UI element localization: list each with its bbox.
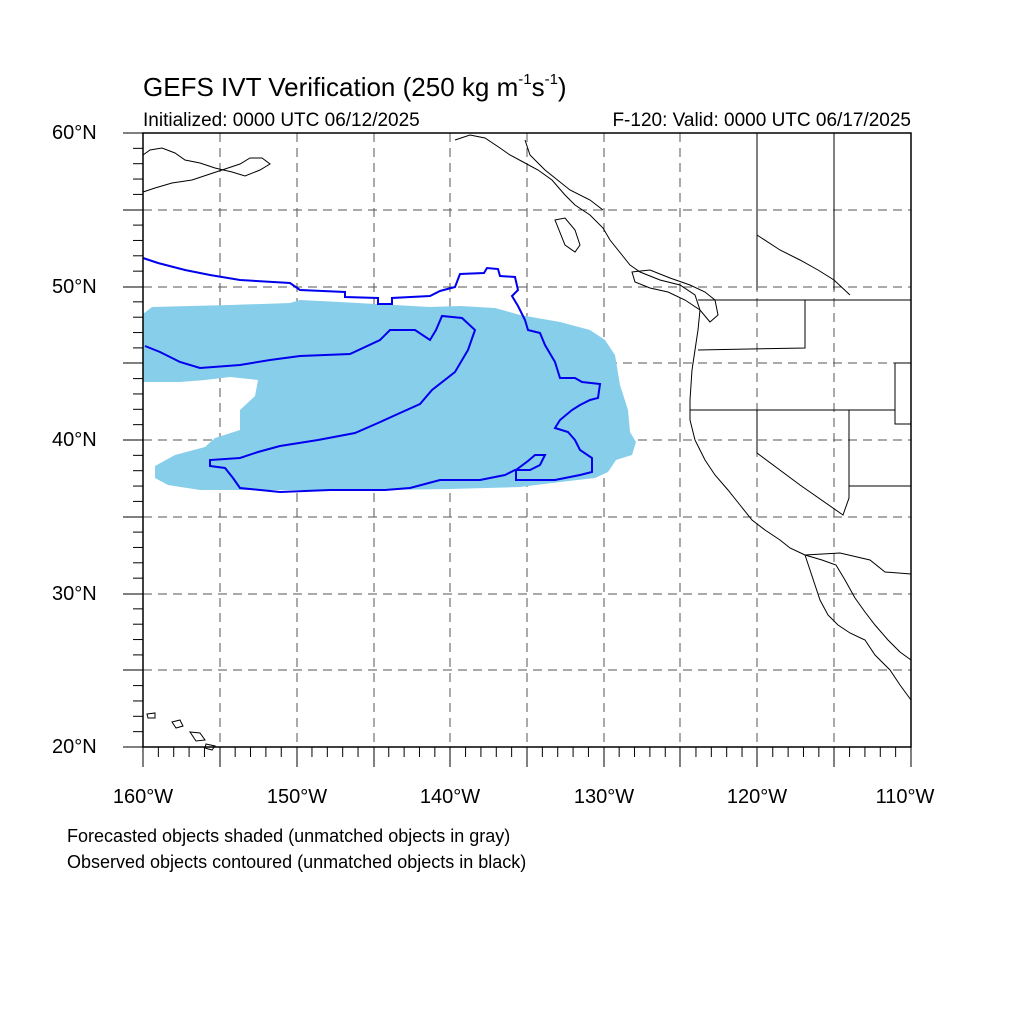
lon-label-160w: 160°W — [112, 786, 174, 808]
lat-label-30: 30°N — [52, 583, 97, 605]
observed-objects — [142, 257, 602, 494]
lon-label-150w: 150°W — [266, 786, 328, 808]
alaska-gulf-coast — [454, 134, 912, 661]
haida-gwaii — [554, 217, 581, 253]
lat-label-50: 50°N — [52, 276, 97, 298]
hawaii-islands — [146, 712, 216, 751]
oregon-washington-border — [697, 300, 806, 351]
lat-label-40: 40°N — [52, 429, 97, 451]
lon-label-130w: 130°W — [573, 786, 635, 808]
chart-title: GEFS IVT Verification (250 kg m-1s-1) — [143, 71, 567, 102]
forecast-legend-note: Forecasted objects shaded (unmatched obj… — [67, 826, 511, 846]
coastlines — [142, 134, 912, 751]
lon-label-120w: 120°W — [726, 786, 788, 808]
baja-coast — [804, 554, 912, 701]
axis-ticks — [123, 132, 912, 767]
lon-label-140w: 140°W — [419, 786, 481, 808]
us-mexico-border — [804, 552, 912, 575]
lat-label-20: 20°N — [52, 736, 97, 758]
oregon-california-border — [690, 362, 911, 425]
observed-object-northern — [142, 257, 602, 494]
initialized-label: Initialized: 0000 UTC 06/12/2025 — [143, 110, 420, 131]
minor-ticks — [133, 147, 897, 757]
lon-label-110w: 110°W — [875, 786, 935, 808]
observed-legend-note: Observed objects contoured (unmatched ob… — [67, 852, 527, 872]
interior-boundary — [756, 133, 851, 296]
valid-time-label: F-120: Valid: 0000 UTC 06/17/2025 — [612, 110, 911, 131]
alaska-canada-border — [524, 139, 604, 211]
nevada-border — [756, 410, 850, 516]
forecast-object — [143, 300, 636, 490]
lat-label-60: 60°N — [52, 122, 97, 144]
political-borders — [524, 133, 912, 575]
alaska-coast — [142, 147, 271, 193]
vancouver-island — [631, 269, 719, 323]
